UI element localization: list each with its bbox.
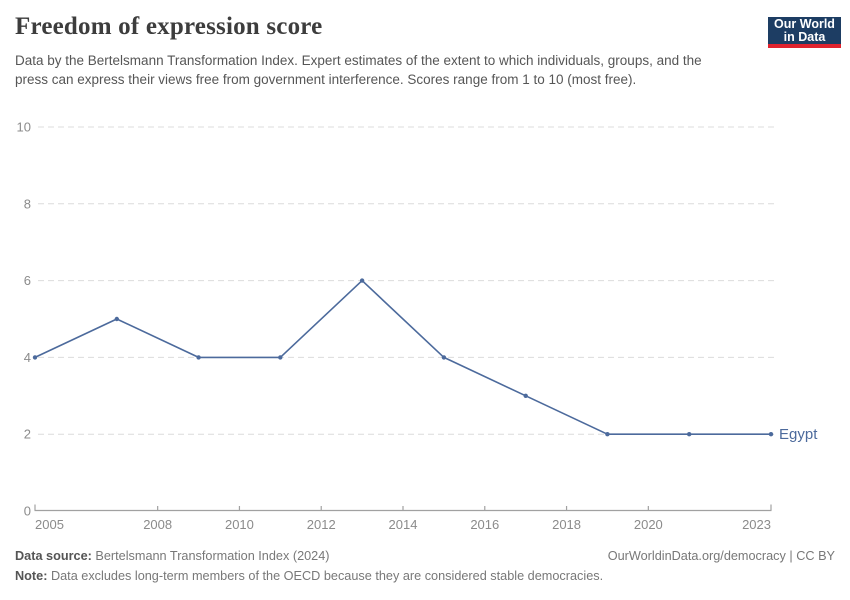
data-point-2023[interactable]: [768, 432, 774, 437]
y-axis-labels: 0 2 4 6 8 10: [17, 120, 31, 519]
y-tick-label-8: 8: [24, 196, 31, 211]
x-tick-label-2020: 2020: [634, 517, 663, 532]
x-tick-label-2008: 2008: [143, 517, 172, 532]
x-tick-label-2014: 2014: [389, 517, 418, 532]
y-tick-label-0: 0: [24, 504, 31, 519]
x-axis: 2005 2008 2010 2012 2014 2016 2018 2020 2023: [34, 504, 772, 532]
series-label-egypt[interactable]: Egypt: [779, 426, 818, 443]
chart-subtitle: Data by the Bertelsmann Transformation I…: [15, 53, 702, 87]
x-tick-label-2016: 2016: [470, 517, 499, 532]
gridlines: [38, 126, 775, 435]
y-tick-label-4: 4: [24, 350, 31, 365]
x-tick-label-2005: 2005: [35, 517, 64, 532]
x-tick-label-2018: 2018: [552, 517, 581, 532]
data-point-2007[interactable]: [114, 316, 120, 322]
series-line-egypt[interactable]: [34, 279, 772, 436]
data-point-2021[interactable]: [687, 432, 692, 437]
line-chart: 0 2 4 6 8 10 2005 2008 2010 2012 2014 2016 2018 2020…: [17, 120, 819, 533]
chart-footer: Data source: Bertelsmann Transformation …: [15, 547, 835, 586]
data-source: Data source: Bertelsmann Transformation …: [15, 547, 330, 567]
footer-note-value: Data excludes long-term members of the O…: [50, 568, 604, 583]
page-title: Freedom of expression score: [15, 13, 323, 40]
data-point-2011[interactable]: [278, 355, 283, 360]
data-point-2009[interactable]: [196, 355, 201, 360]
x-tick-label-2012: 2012: [307, 517, 336, 532]
x-tick-label-2023: 2023: [742, 517, 771, 532]
x-tick-label-2010: 2010: [225, 517, 254, 532]
y-tick-label-6: 6: [24, 273, 31, 288]
data-point-2013[interactable]: [359, 278, 365, 283]
data-source-value: Bertelsmann Transformation Index (2024): [95, 549, 330, 563]
footer-note: Note: Data excludes long-term members of…: [15, 567, 603, 587]
data-point-2005[interactable]: [32, 355, 38, 360]
series-group: Egypt: [32, 278, 818, 443]
owid-logo[interactable]: Our World in Data: [768, 17, 841, 48]
owid-logo-line1: Our World: [774, 16, 835, 31]
data-point-2017[interactable]: [523, 393, 528, 398]
footer-note-label: Note:: [15, 568, 48, 583]
data-point-2015[interactable]: [441, 355, 447, 360]
owid-logo-line2: in Data: [783, 29, 826, 44]
y-tick-label-2: 2: [24, 427, 31, 442]
y-tick-label-10: 10: [17, 120, 31, 135]
data-source-label: Data source:: [15, 549, 92, 563]
data-point-2019[interactable]: [605, 432, 610, 437]
footer-credit-link[interactable]: OurWorldinData.org/democracy | CC BY: [607, 549, 835, 563]
